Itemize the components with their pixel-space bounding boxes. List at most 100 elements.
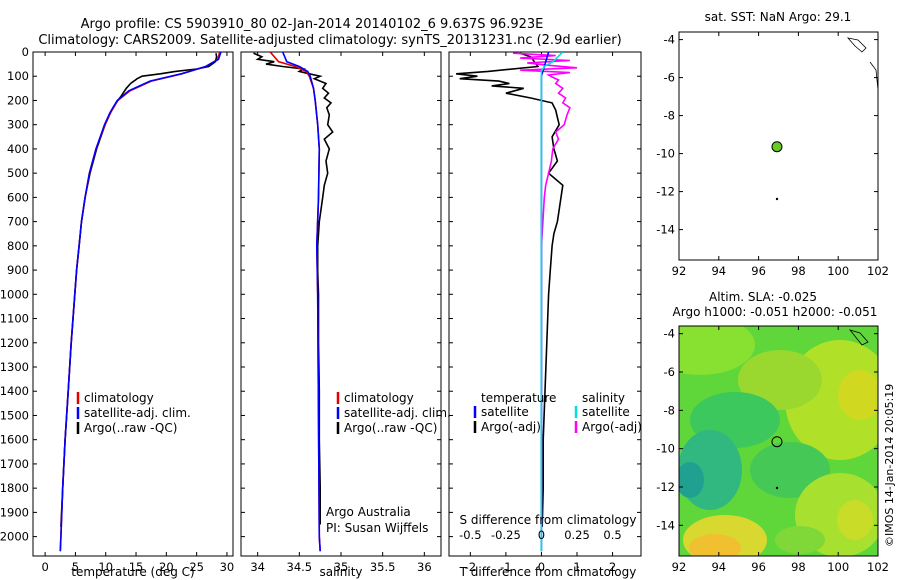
salinity-series bbox=[253, 52, 334, 552]
map-x-tick-label: 102 bbox=[867, 264, 889, 278]
difference-xlabel-top: S difference from climatology bbox=[460, 513, 637, 527]
map-x-tick-label: 92 bbox=[672, 264, 687, 278]
x-tick-label: 20 bbox=[159, 560, 174, 574]
map-y-tick-label: -14 bbox=[656, 223, 675, 237]
difference-series bbox=[456, 52, 578, 552]
map-y-tick-label: -12 bbox=[656, 480, 675, 494]
map-y-tick-label: -4 bbox=[664, 327, 675, 341]
coastline-shape bbox=[869, 61, 879, 91]
difference-axes-frame bbox=[448, 51, 642, 557]
x-tick-label: 15 bbox=[129, 560, 144, 574]
x-tick-label: 25 bbox=[189, 560, 204, 574]
map-x-tick-label: 102 bbox=[867, 560, 889, 574]
x-tick-label: 36 bbox=[417, 560, 432, 574]
map-x-tick-label: 100 bbox=[827, 264, 849, 278]
argo-location-marker bbox=[771, 436, 783, 448]
difference-legend: temperature salinitysatelliteArgo(-adj)sa… bbox=[473, 391, 642, 434]
sla-heatmap-patch bbox=[738, 350, 822, 410]
sla-heatmap-patch bbox=[679, 326, 755, 375]
y-tick-label: 400 bbox=[7, 142, 29, 156]
map-y-tick-label: -8 bbox=[664, 109, 675, 123]
annotation-argo-australia: Argo Australia bbox=[326, 505, 411, 519]
y-tick-label: 1500 bbox=[0, 408, 29, 422]
x-tick-label: 30 bbox=[220, 560, 235, 574]
sal-satellite-adj-line bbox=[281, 52, 321, 552]
y-tick-label: 1100 bbox=[0, 312, 29, 326]
y-tick-label: 1300 bbox=[0, 360, 29, 374]
map-y-tick-label: -10 bbox=[656, 147, 675, 161]
y-tick-label: 1900 bbox=[0, 505, 29, 519]
x-tick-label: 2 bbox=[609, 560, 616, 574]
salinity-y-ticks bbox=[241, 51, 441, 538]
temperature-series bbox=[59, 52, 222, 552]
y-tick-label: 200 bbox=[7, 93, 29, 107]
y-tick-label: 900 bbox=[7, 263, 29, 277]
map-x-tick-label: 98 bbox=[791, 264, 806, 278]
x-tick-label: 1 bbox=[573, 560, 580, 574]
x-tick-label: -1 bbox=[500, 560, 511, 574]
y-tick-label: 2000 bbox=[0, 530, 29, 544]
y-tick-label: 600 bbox=[7, 190, 29, 204]
map-x-tick-label: 96 bbox=[751, 264, 766, 278]
sla-map-axes: 92 94 96 98 100 102 -4 -6 -8 -10 -12 -14 bbox=[656, 326, 889, 574]
map-y-tick-label: -12 bbox=[656, 185, 675, 199]
salinity-diff-top-ticks: -0.5 -0.25 0 0.25 0.5 bbox=[459, 528, 622, 542]
sst-map-points bbox=[771, 141, 783, 153]
sla-map-panel: Altim. SLA: -0.025 Argo h1000: -0.051 h2… bbox=[656, 290, 889, 574]
coastline-shape bbox=[846, 37, 867, 53]
legend-sal-climatology-line-label: climatology bbox=[344, 391, 414, 405]
island-dot bbox=[775, 486, 779, 490]
island-dot bbox=[775, 197, 779, 201]
legend-sal-argo-line-label: Argo(..raw -QC) bbox=[344, 421, 437, 435]
y-tick-label: 1400 bbox=[0, 384, 29, 398]
temperature-x-axis: 0 5 10 15 20 25 30 bbox=[41, 52, 234, 574]
annotation-pi: PI: Susan Wijffels bbox=[326, 521, 428, 535]
y-tick-label: 100 bbox=[7, 69, 29, 83]
s-diff-tick-label: 0 bbox=[538, 528, 545, 542]
sla-map-frame bbox=[678, 325, 879, 557]
map-y-tick-label: -14 bbox=[656, 518, 675, 532]
sla-heatmap-patch bbox=[838, 370, 878, 420]
s-diff-tick-label: 0.5 bbox=[603, 528, 621, 542]
temperature-axes-frame bbox=[32, 51, 234, 557]
sla-heatmap-patch bbox=[837, 500, 873, 540]
legend-argo-line-label: Argo(..raw -QC) bbox=[84, 421, 177, 435]
legend-s-argo-label: Argo(-adj) bbox=[582, 420, 642, 434]
legend-header-salinity: salinity bbox=[582, 391, 625, 405]
salinity-axes-frame bbox=[240, 51, 442, 557]
s-satellite-diff-line bbox=[540, 52, 564, 552]
legend-t-argo-label: Argo(-adj) bbox=[481, 420, 541, 434]
x-tick-label: 0 bbox=[41, 560, 48, 574]
figure-title-line2: Climatology: CARS2009. Satellite-adjuste… bbox=[38, 33, 621, 48]
x-tick-label: 34.5 bbox=[287, 560, 313, 574]
s-diff-tick-label: -0.5 bbox=[459, 528, 481, 542]
x-tick-label: 34 bbox=[250, 560, 265, 574]
depth-axis: 0 100 200 300 400 500 600 700 800 900 1000 1100 1200… bbox=[0, 45, 37, 544]
difference-y-ticks bbox=[449, 51, 641, 538]
footer-credit: ©IMOS 14-Jan-2014 20:05:19 bbox=[883, 384, 896, 547]
x-tick-label: -2 bbox=[465, 560, 476, 574]
sla-heatmap bbox=[679, 326, 878, 556]
map-x-tick-label: 94 bbox=[711, 264, 726, 278]
map-y-tick-label: -10 bbox=[656, 442, 675, 456]
y-tick-label: 1200 bbox=[0, 336, 29, 350]
map-x-tick-label: 100 bbox=[827, 560, 849, 574]
map-x-tick-label: 94 bbox=[711, 560, 726, 574]
salinity-panel: 34 34.5 35 35.5 36 salinity climatologysatel… bbox=[240, 51, 451, 579]
y-tick-label: 700 bbox=[7, 215, 29, 229]
salinity-x-axis: 34 34.5 35 35.5 36 bbox=[250, 52, 432, 574]
legend-satellite-adj-line-label: satellite-adj. clim. bbox=[84, 406, 191, 420]
difference-xlabel: T difference from climatology bbox=[459, 565, 637, 579]
map-x-tick-label: 96 bbox=[751, 560, 766, 574]
sla-map-title2: Argo h1000: -0.051 h2000: -0.051 bbox=[673, 305, 878, 319]
map-y-tick-label: -8 bbox=[664, 403, 675, 417]
y-tick-label: 500 bbox=[7, 166, 29, 180]
y-tick-label: 1000 bbox=[0, 287, 29, 301]
x-tick-label: 5 bbox=[72, 560, 79, 574]
satellite-adj-line bbox=[59, 52, 222, 552]
map-y-tick-label: -6 bbox=[664, 71, 675, 85]
legend-sal-satellite-adj-line-label: satellite-adj. clim. bbox=[344, 406, 451, 420]
legend-s-satellite-label: satellite bbox=[582, 405, 630, 419]
